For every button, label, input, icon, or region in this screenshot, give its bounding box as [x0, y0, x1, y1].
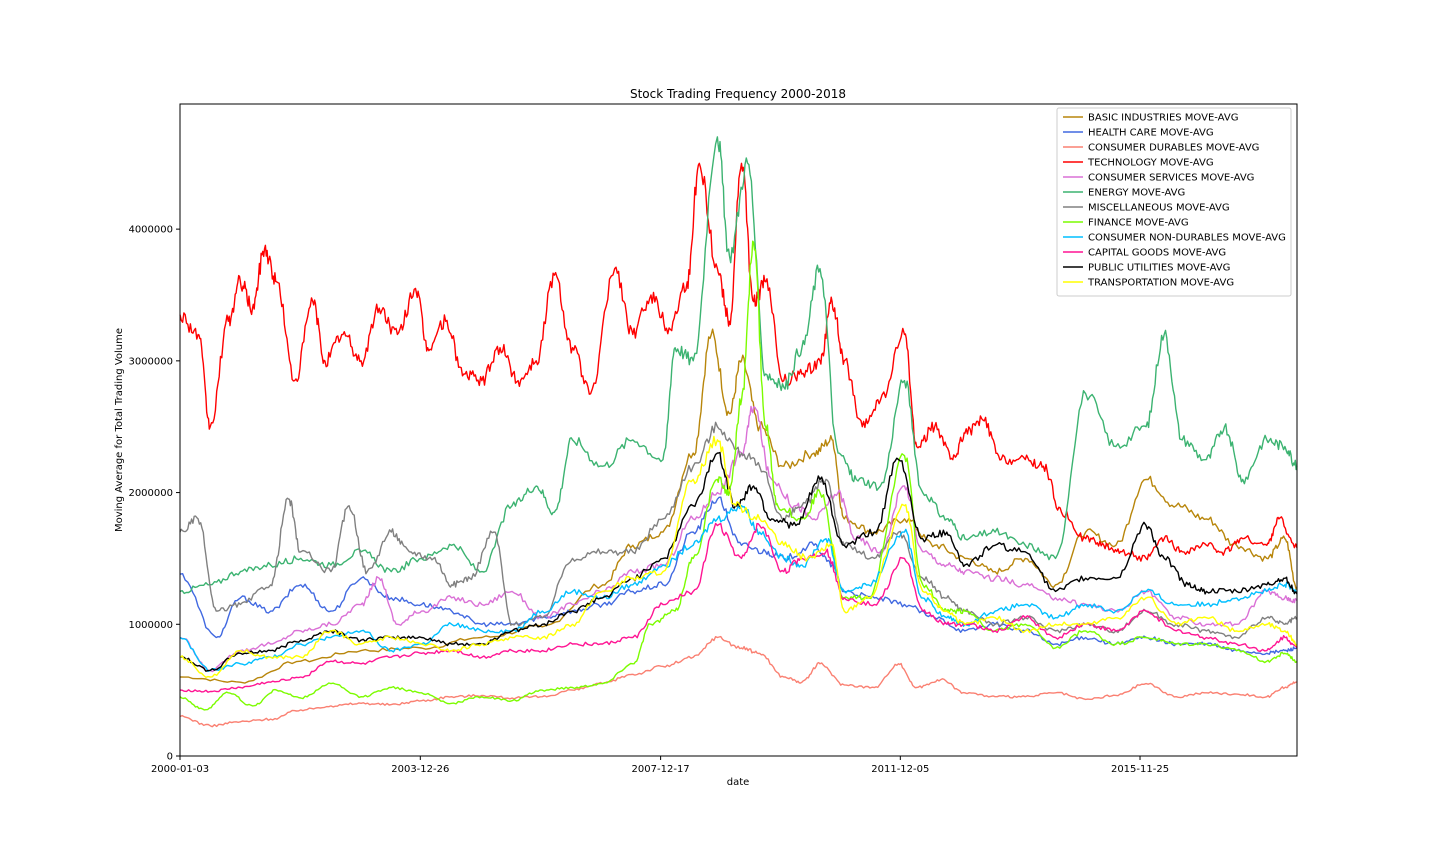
series-line-consumer-services-move-avg	[179, 405, 1298, 673]
legend-entry: ENERGY MOVE-AVG	[1088, 188, 1185, 199]
legend-entry: CONSUMER SERVICES MOVE-AVG	[1088, 173, 1254, 184]
y-tick-label: 1000000	[128, 620, 173, 631]
x-tick-label: 2015-11-25	[1111, 764, 1169, 775]
legend-box	[1056, 107, 1292, 297]
series-line-capital-goods-move-avg	[179, 522, 1298, 693]
series-line-health-care-move-avg	[179, 496, 1298, 656]
legend-entry: TECHNOLOGY MOVE-AVG	[1087, 158, 1214, 169]
y-tick-label: 3000000	[128, 356, 173, 367]
legend-entry: HEALTH CARE MOVE-AVG	[1088, 128, 1214, 139]
legend-entry: TRANSPORTATION MOVE-AVG	[1087, 278, 1234, 289]
chart-title: Stock Trading Frequency 2000-2018	[630, 87, 846, 101]
series-line-transportation-move-avg	[179, 435, 1298, 678]
series-line-consumer-durables-move-avg	[179, 635, 1298, 728]
legend-entry: PUBLIC UTILITIES MOVE-AVG	[1088, 263, 1230, 274]
y-tick-label: 2000000	[128, 488, 173, 499]
legend-entry: MISCELLANEOUS MOVE-AVG	[1088, 203, 1230, 214]
legend-entry: CAPITAL GOODS MOVE-AVG	[1088, 248, 1226, 259]
legend-entry: FINANCE MOVE-AVG	[1088, 218, 1189, 229]
y-tick-label: 0	[167, 752, 173, 763]
series-line-energy-move-avg	[179, 136, 1298, 595]
x-tick-label: 2007-12-17	[632, 764, 690, 775]
x-tick-label: 2011-12-05	[871, 764, 929, 775]
y-tick-label: 4000000	[128, 225, 173, 236]
axes-frame	[179, 103, 1298, 757]
series-line-finance-move-avg	[179, 240, 1298, 711]
y-axis-label: Moving Average for Total Trading Volume	[114, 328, 125, 532]
legend-entry: CONSUMER DURABLES MOVE-AVG	[1088, 143, 1259, 154]
series-line-technology-move-avg	[179, 162, 1298, 562]
x-tick-label: 2000-01-03	[151, 764, 209, 775]
x-tick-label: 2003-12-26	[391, 764, 449, 775]
legend-entry: BASIC INDUSTRIES MOVE-AVG	[1088, 113, 1238, 124]
legend: BASIC INDUSTRIES MOVE-AVG HEALTH CARE MOV…	[1056, 107, 1292, 297]
x-axis-label: date	[727, 777, 750, 788]
legend-entry: CONSUMER NON-DURABLES MOVE-AVG	[1088, 233, 1286, 244]
